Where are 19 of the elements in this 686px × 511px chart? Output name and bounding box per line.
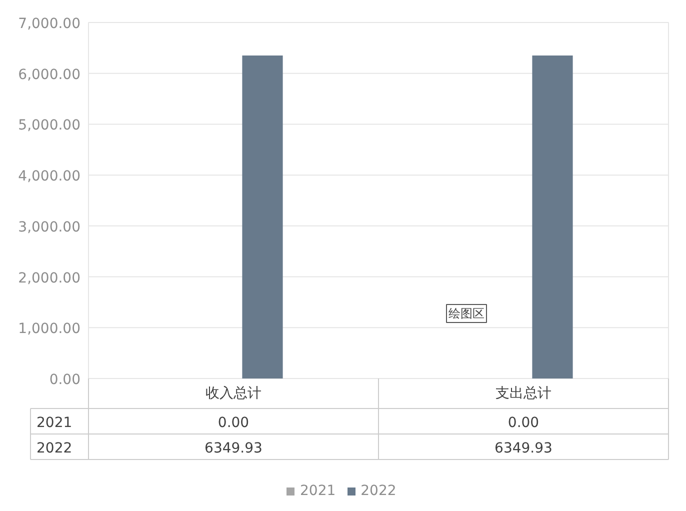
y-tick-label: 2,000.00 [18, 270, 80, 286]
data-label: 0.00 [218, 414, 250, 431]
x-tick-label: 收入总计 [206, 386, 262, 402]
y-tick-label: 1,000.00 [18, 321, 80, 338]
y-tick-label: 3,000.00 [18, 219, 80, 236]
y-tick-label: 6,000.00 [18, 66, 80, 83]
text: 2021 [36, 414, 72, 431]
legend-label: 2022 [360, 483, 396, 499]
text: 2022 [36, 440, 72, 456]
data-label: 0.00 [508, 414, 540, 431]
annotation: 绘图区 [448, 306, 484, 320]
data-label: 6349.93 [494, 440, 552, 456]
data-label: 6349.93 [204, 440, 262, 456]
y-tick-label: 4,000.00 [18, 168, 80, 185]
y-tick-label: 0.00 [49, 372, 80, 388]
x-tick-label: 支出总计 [496, 386, 552, 402]
legend-label: 2021 [300, 483, 336, 499]
y-tick-label: 7,000.00 [18, 16, 80, 32]
y-tick-label: 5,000.00 [18, 118, 80, 134]
